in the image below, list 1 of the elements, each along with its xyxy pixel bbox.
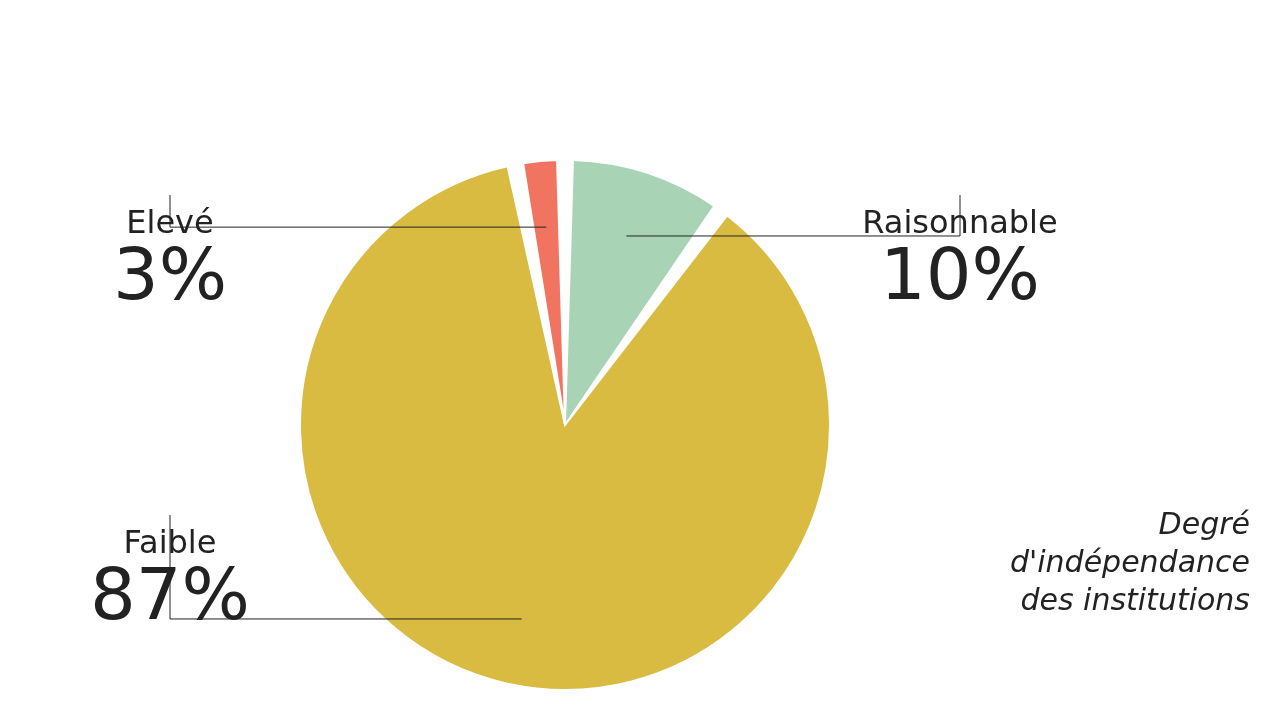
text: Degré d'indépendance des institutions xyxy=(1009,506,1250,617)
